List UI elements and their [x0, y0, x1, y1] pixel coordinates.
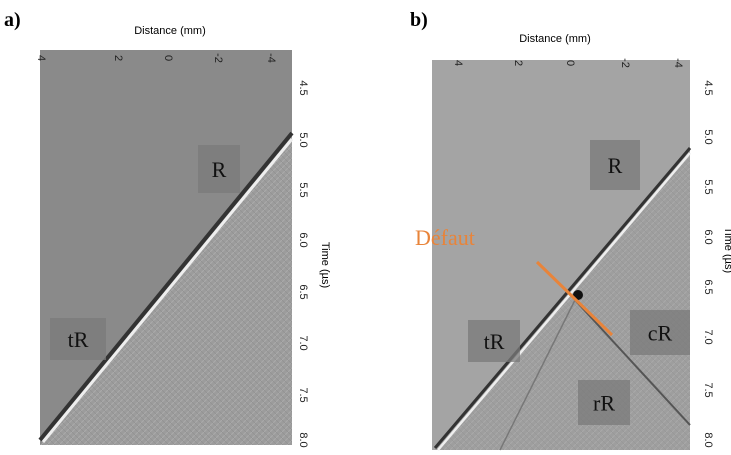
annotation-box	[50, 318, 106, 360]
x-tick-label: 2	[512, 60, 524, 66]
y-tick-label: 5.0	[297, 132, 309, 147]
y-tick-label: 8.0	[702, 432, 714, 447]
defect-label: Défaut	[415, 225, 475, 250]
y-axis-title: Time (µs)	[722, 227, 731, 273]
y-tick-label: 7.0	[297, 335, 309, 350]
x-tick-label: -2	[212, 53, 224, 63]
annotation: tR	[68, 327, 89, 352]
y-tick-label: 6.5	[702, 279, 714, 294]
y-tick-label: 6.5	[297, 284, 309, 299]
y-axis-title: Time (µs)	[319, 242, 331, 288]
annotation-box	[590, 140, 640, 190]
x-tick-label: -4	[265, 53, 277, 63]
annotation: R	[608, 153, 623, 178]
annotation: cR	[648, 321, 673, 346]
bscan-b	[432, 60, 692, 451]
x-tick-label: -4	[672, 58, 684, 68]
annotation: R	[212, 157, 227, 182]
x-tick-label: 2	[112, 55, 124, 61]
x-tick-label: 4	[452, 60, 464, 66]
annotation-box	[578, 380, 630, 425]
y-tick-label: 7.5	[702, 382, 714, 397]
panel-label: b)	[410, 9, 428, 31]
x-tick-label: 4	[35, 55, 47, 61]
panel-label: a)	[4, 9, 21, 31]
y-tick-label: 7.5	[297, 387, 309, 402]
x-tick-label: 0	[162, 55, 174, 61]
y-tick-label: 5.0	[702, 129, 714, 144]
annotation-box	[468, 320, 520, 362]
y-tick-label: 6.0	[702, 229, 714, 244]
annotation: rR	[593, 391, 615, 416]
y-tick-label: 5.5	[702, 179, 714, 194]
annotation-box	[630, 310, 690, 355]
y-tick-label: 6.0	[297, 232, 309, 247]
x-tick-label: 0	[564, 60, 576, 66]
x-axis-title: Distance (mm)	[519, 33, 591, 45]
y-tick-label: 4.5	[297, 80, 309, 95]
y-tick-label: 7.0	[702, 329, 714, 344]
annotation-box	[198, 145, 240, 193]
y-tick-label: 4.5	[702, 80, 714, 95]
y-tick-label: 8.0	[297, 432, 309, 447]
bscan-a	[38, 50, 294, 445]
x-axis-title: Distance (mm)	[134, 25, 206, 37]
x-tick-label: -2	[619, 58, 631, 68]
y-tick-label: 5.5	[297, 182, 309, 197]
annotation: tR	[484, 329, 505, 354]
